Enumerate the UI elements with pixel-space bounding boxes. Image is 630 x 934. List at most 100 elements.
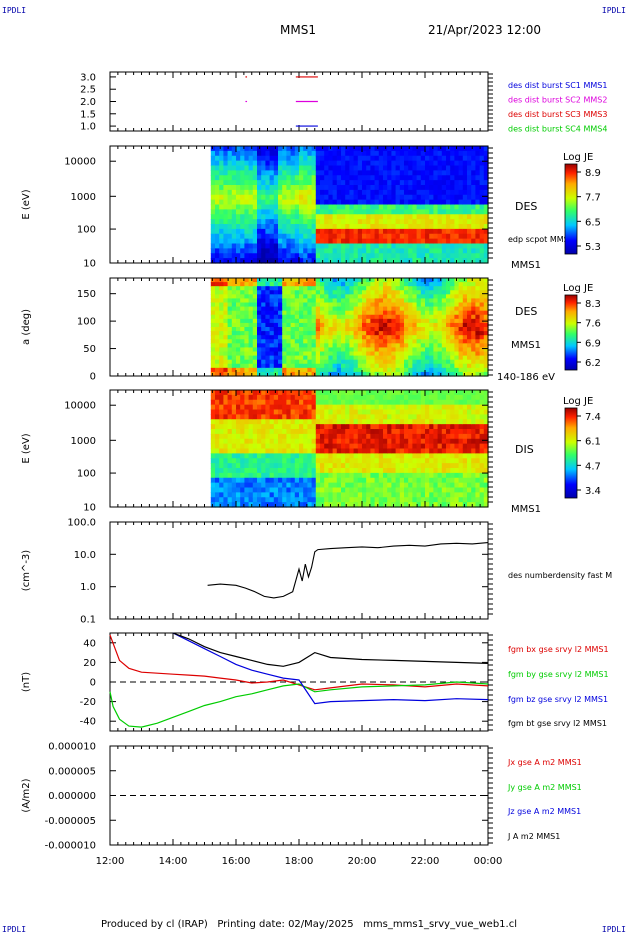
spectrogram-cell bbox=[240, 443, 245, 450]
spectrogram-cell bbox=[307, 165, 313, 171]
spectrogram-cell bbox=[257, 286, 262, 291]
spectrogram-cell bbox=[324, 199, 329, 206]
spectrogram-cell bbox=[210, 209, 216, 215]
spectrogram-cell bbox=[332, 482, 338, 489]
spectrogram-cell bbox=[458, 189, 464, 196]
spectrogram-cell bbox=[420, 458, 426, 464]
spectrogram-cell bbox=[248, 351, 254, 357]
spectrogram-cell bbox=[303, 175, 308, 181]
spectrogram-cell bbox=[336, 363, 342, 369]
spectrogram-cell bbox=[227, 492, 233, 498]
spectrogram-cell bbox=[240, 253, 245, 259]
spectrogram-cell bbox=[278, 278, 283, 283]
spectrogram-cell bbox=[416, 424, 422, 430]
spectrogram-cell bbox=[471, 302, 476, 308]
spectrogram-cell bbox=[320, 243, 325, 249]
spectrogram-cell bbox=[273, 224, 279, 230]
spectrogram-cell bbox=[408, 199, 413, 206]
spectrogram-cell bbox=[311, 243, 317, 249]
spectrogram-cell bbox=[282, 399, 287, 406]
spectrogram-cell bbox=[286, 290, 292, 295]
spectrogram-cell bbox=[425, 278, 430, 283]
spectrogram-cell bbox=[366, 448, 371, 454]
spectrogram-cell bbox=[383, 492, 388, 498]
spectrogram-cell bbox=[454, 347, 460, 353]
spectrogram-cell bbox=[315, 347, 321, 353]
spectrogram-cell bbox=[374, 298, 380, 304]
spectrogram-cell bbox=[269, 343, 275, 349]
spectrogram-cell bbox=[320, 310, 325, 316]
spectrogram-cell bbox=[467, 298, 472, 304]
spectrogram-cell bbox=[349, 339, 355, 344]
spectrogram-cell bbox=[261, 175, 266, 181]
spectrogram-cell bbox=[408, 185, 413, 191]
spectrogram-cell bbox=[227, 318, 233, 324]
spectrogram-cell bbox=[412, 155, 418, 162]
spectrogram-cell bbox=[412, 238, 418, 245]
spectrogram-cell bbox=[240, 310, 245, 316]
spectrogram-cell bbox=[299, 339, 304, 344]
spectrogram-cell bbox=[265, 150, 271, 157]
spectrogram-cell bbox=[437, 399, 443, 406]
spectrogram-cell bbox=[357, 327, 363, 332]
spectrogram-cell bbox=[357, 351, 363, 357]
spectrogram-cell bbox=[210, 443, 216, 450]
spectrogram-cell bbox=[261, 359, 266, 365]
spectrogram-cell bbox=[391, 429, 397, 435]
spectrogram-cell bbox=[290, 306, 296, 312]
spectrogram-cell bbox=[370, 209, 376, 215]
spectrogram-cell bbox=[433, 180, 439, 186]
spectrogram-cell bbox=[244, 409, 250, 415]
spectrogram-cell bbox=[311, 409, 317, 415]
spectrogram-cell bbox=[425, 189, 430, 196]
spectrogram-cell bbox=[303, 243, 308, 249]
spectrogram-cell bbox=[303, 409, 308, 415]
spectrogram-cell bbox=[290, 278, 296, 283]
spectrogram-cell bbox=[450, 310, 455, 316]
spectrogram-cell bbox=[236, 472, 241, 479]
spectrogram-cell bbox=[362, 472, 367, 479]
spectrogram-cell bbox=[441, 180, 447, 186]
spectrogram-cell bbox=[261, 414, 266, 420]
spectrogram-cell bbox=[227, 394, 233, 401]
spectrogram-cell bbox=[299, 224, 304, 230]
spectrogram-cell bbox=[299, 487, 304, 493]
spectrogram-cell bbox=[420, 155, 426, 162]
spectrogram-cell bbox=[425, 228, 430, 235]
spectrogram-cell bbox=[294, 175, 300, 181]
spectrogram-cell bbox=[320, 298, 325, 304]
spectrogram-cell bbox=[349, 343, 355, 349]
spectrogram-cell bbox=[446, 224, 451, 230]
spectrogram-cell bbox=[332, 294, 338, 300]
spectrogram-cell bbox=[311, 204, 317, 210]
spectrogram-cell bbox=[420, 170, 426, 176]
spectrogram-cell bbox=[248, 314, 254, 320]
spectrogram-cell bbox=[462, 347, 468, 353]
spectrogram-cell bbox=[315, 310, 321, 316]
spectrogram-cell bbox=[387, 453, 392, 459]
spectrogram-cell bbox=[261, 306, 266, 312]
spectrogram-cell bbox=[341, 224, 346, 230]
spectrogram-cell bbox=[307, 468, 313, 474]
spectrogram-cell bbox=[391, 282, 397, 287]
spectrogram-cell bbox=[483, 294, 489, 300]
spectrogram-cell bbox=[341, 339, 346, 344]
spectrogram-cell bbox=[311, 399, 317, 406]
spectrogram-cell bbox=[450, 199, 455, 206]
spectrogram-cell bbox=[433, 331, 439, 336]
spectrogram-cell bbox=[307, 438, 313, 445]
spectrogram-cell bbox=[362, 331, 367, 336]
spectrogram-cell bbox=[467, 343, 472, 349]
spectrogram-cell bbox=[450, 351, 455, 357]
spectrogram-cell bbox=[303, 228, 308, 235]
spectrogram-cell bbox=[261, 224, 266, 230]
spectrogram-cell bbox=[231, 487, 237, 493]
spectrogram-cell bbox=[383, 204, 388, 210]
spectrogram-cell bbox=[290, 424, 296, 430]
spectrogram-cell bbox=[408, 243, 413, 249]
spectrogram-cell bbox=[429, 458, 434, 464]
spectrogram-cell bbox=[223, 155, 229, 162]
spectrogram-cell bbox=[328, 175, 334, 181]
spectrogram-cell bbox=[236, 339, 241, 344]
spectrogram-cell bbox=[219, 290, 224, 295]
